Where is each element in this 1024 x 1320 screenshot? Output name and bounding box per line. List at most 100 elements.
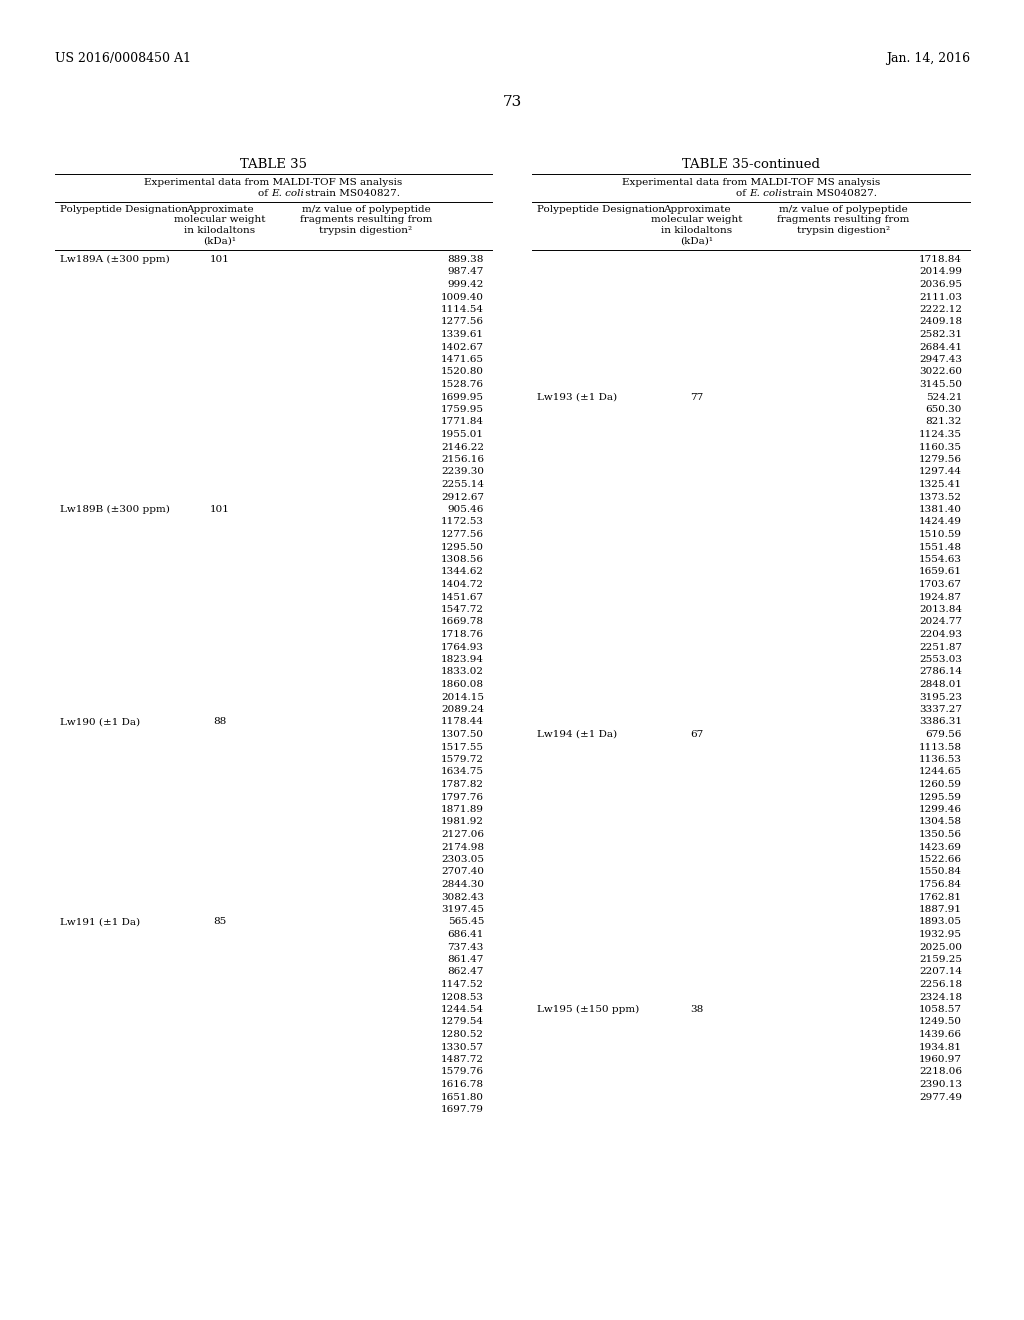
Text: TABLE 35: TABLE 35 xyxy=(240,158,307,172)
Text: 1424.49: 1424.49 xyxy=(919,517,962,527)
Text: 1659.61: 1659.61 xyxy=(919,568,962,577)
Text: 2127.06: 2127.06 xyxy=(441,830,484,840)
Text: 1860.08: 1860.08 xyxy=(441,680,484,689)
Text: E. coli: E. coli xyxy=(271,189,304,198)
Text: 2239.30: 2239.30 xyxy=(441,467,484,477)
Text: Lw189B (±300 ppm): Lw189B (±300 ppm) xyxy=(60,506,170,513)
Text: 1924.87: 1924.87 xyxy=(919,593,962,602)
Text: 2256.18: 2256.18 xyxy=(919,979,962,989)
Text: 1703.67: 1703.67 xyxy=(919,579,962,589)
Text: 1009.40: 1009.40 xyxy=(441,293,484,301)
Text: Polypeptide Designation: Polypeptide Designation xyxy=(60,205,188,214)
Text: of: of xyxy=(258,189,271,198)
Text: 1260.59: 1260.59 xyxy=(919,780,962,789)
Text: 2014.15: 2014.15 xyxy=(441,693,484,701)
Text: 889.38: 889.38 xyxy=(447,255,484,264)
Text: 1124.35: 1124.35 xyxy=(919,430,962,440)
Text: 1718.76: 1718.76 xyxy=(441,630,484,639)
Text: Approximate
molecular weight
in kilodaltons
(kDa)¹: Approximate molecular weight in kilodalt… xyxy=(174,205,266,246)
Text: of: of xyxy=(736,189,749,198)
Text: 3022.60: 3022.60 xyxy=(919,367,962,376)
Text: 1932.95: 1932.95 xyxy=(919,931,962,939)
Text: 1517.55: 1517.55 xyxy=(441,742,484,751)
Text: 3082.43: 3082.43 xyxy=(441,892,484,902)
Text: 565.45: 565.45 xyxy=(447,917,484,927)
Text: 821.32: 821.32 xyxy=(926,417,962,426)
Text: 1114.54: 1114.54 xyxy=(441,305,484,314)
Text: 905.46: 905.46 xyxy=(447,506,484,513)
Text: 1554.63: 1554.63 xyxy=(919,554,962,564)
Text: 2409.18: 2409.18 xyxy=(919,318,962,326)
Text: 88: 88 xyxy=(213,718,226,726)
Text: 2255.14: 2255.14 xyxy=(441,480,484,488)
Text: 1887.91: 1887.91 xyxy=(919,906,962,913)
Text: 1893.05: 1893.05 xyxy=(919,917,962,927)
Text: 3337.27: 3337.27 xyxy=(919,705,962,714)
Text: 524.21: 524.21 xyxy=(926,392,962,401)
Text: Experimental data from MALDI-TOF MS analysis: Experimental data from MALDI-TOF MS anal… xyxy=(622,178,880,187)
Text: 1771.84: 1771.84 xyxy=(441,417,484,426)
Text: 1762.81: 1762.81 xyxy=(919,892,962,902)
Text: 1325.41: 1325.41 xyxy=(919,480,962,488)
Text: 1579.76: 1579.76 xyxy=(441,1068,484,1077)
Text: 73: 73 xyxy=(503,95,521,110)
Text: 862.47: 862.47 xyxy=(447,968,484,977)
Text: Lw194 (±1 Da): Lw194 (±1 Da) xyxy=(537,730,617,739)
Text: 1487.72: 1487.72 xyxy=(441,1055,484,1064)
Text: 2089.24: 2089.24 xyxy=(441,705,484,714)
Text: Lw191 (±1 Da): Lw191 (±1 Da) xyxy=(60,917,140,927)
Text: 101: 101 xyxy=(210,255,230,264)
Text: 1699.95: 1699.95 xyxy=(441,392,484,401)
Text: 2159.25: 2159.25 xyxy=(919,954,962,964)
Text: 77: 77 xyxy=(690,392,703,401)
Text: 2156.16: 2156.16 xyxy=(441,455,484,465)
Text: 2013.84: 2013.84 xyxy=(919,605,962,614)
Text: 2024.77: 2024.77 xyxy=(919,618,962,627)
Text: TABLE 35-continued: TABLE 35-continued xyxy=(682,158,820,172)
Text: 1697.79: 1697.79 xyxy=(441,1105,484,1114)
Text: 2553.03: 2553.03 xyxy=(919,655,962,664)
Text: 1955.01: 1955.01 xyxy=(441,430,484,440)
Text: 2025.00: 2025.00 xyxy=(919,942,962,952)
Text: 2218.06: 2218.06 xyxy=(919,1068,962,1077)
Text: 1451.67: 1451.67 xyxy=(441,593,484,602)
Text: 2111.03: 2111.03 xyxy=(919,293,962,301)
Text: 1279.56: 1279.56 xyxy=(919,455,962,465)
Text: 1208.53: 1208.53 xyxy=(441,993,484,1002)
Text: 1304.58: 1304.58 xyxy=(919,817,962,826)
Text: 2222.12: 2222.12 xyxy=(919,305,962,314)
Text: 1297.44: 1297.44 xyxy=(919,467,962,477)
Text: strain MS040827.: strain MS040827. xyxy=(301,189,399,198)
Text: 737.43: 737.43 xyxy=(447,942,484,952)
Text: 1330.57: 1330.57 xyxy=(441,1043,484,1052)
Text: 2707.40: 2707.40 xyxy=(441,867,484,876)
Text: 2582.31: 2582.31 xyxy=(919,330,962,339)
Text: 1669.78: 1669.78 xyxy=(441,618,484,627)
Text: 686.41: 686.41 xyxy=(447,931,484,939)
Text: 1249.50: 1249.50 xyxy=(919,1018,962,1027)
Text: 1823.94: 1823.94 xyxy=(441,655,484,664)
Text: US 2016/0008450 A1: US 2016/0008450 A1 xyxy=(55,51,191,65)
Text: 1833.02: 1833.02 xyxy=(441,668,484,676)
Text: 1797.76: 1797.76 xyxy=(441,792,484,801)
Text: 1551.48: 1551.48 xyxy=(919,543,962,552)
Text: 3145.50: 3145.50 xyxy=(919,380,962,389)
Text: 1550.84: 1550.84 xyxy=(919,867,962,876)
Text: 2036.95: 2036.95 xyxy=(919,280,962,289)
Text: 1471.65: 1471.65 xyxy=(441,355,484,364)
Text: 1579.72: 1579.72 xyxy=(441,755,484,764)
Text: 101: 101 xyxy=(210,506,230,513)
Text: 1058.57: 1058.57 xyxy=(919,1005,962,1014)
Text: 3195.23: 3195.23 xyxy=(919,693,962,701)
Text: m/z value of polypeptide
fragments resulting from
trypsin digestion²: m/z value of polypeptide fragments resul… xyxy=(777,205,909,235)
Text: 2324.18: 2324.18 xyxy=(919,993,962,1002)
Text: Lw190 (±1 Da): Lw190 (±1 Da) xyxy=(60,718,140,726)
Text: 1547.72: 1547.72 xyxy=(441,605,484,614)
Text: 1522.66: 1522.66 xyxy=(919,855,962,865)
Text: 1764.93: 1764.93 xyxy=(441,643,484,652)
Text: 1373.52: 1373.52 xyxy=(919,492,962,502)
Text: 1307.50: 1307.50 xyxy=(441,730,484,739)
Text: 1280.52: 1280.52 xyxy=(441,1030,484,1039)
Text: 1960.97: 1960.97 xyxy=(919,1055,962,1064)
Text: 679.56: 679.56 xyxy=(926,730,962,739)
